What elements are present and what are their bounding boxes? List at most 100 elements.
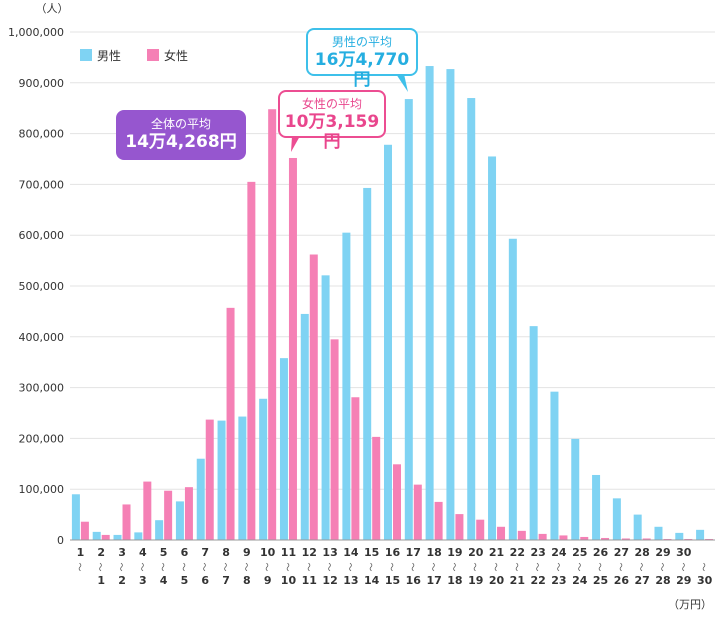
bar-male xyxy=(571,438,580,540)
x-tick-tilde: ～ xyxy=(73,562,83,571)
x-tick-tilde: ～ xyxy=(448,562,458,571)
x-tick-label-to: 7 xyxy=(222,574,230,587)
x-tick-tilde: ～ xyxy=(240,562,250,571)
bar-male xyxy=(279,358,288,540)
x-tick-tilde: ～ xyxy=(614,562,624,571)
y-tick-label: 1,000,000 xyxy=(8,26,64,39)
bar-female xyxy=(580,536,589,540)
x-tick-label-from: 1 xyxy=(77,546,85,559)
x-tick-label-from: 29 xyxy=(655,546,670,559)
bar-male xyxy=(238,416,247,540)
bar-female xyxy=(455,514,464,540)
bar-male xyxy=(529,326,538,540)
bar-male xyxy=(404,99,413,540)
bar-female xyxy=(80,521,89,540)
x-tick-label-to: 23 xyxy=(551,574,566,587)
x-tick-label-to: 17 xyxy=(426,574,441,587)
x-tick-label-from: 4 xyxy=(139,546,147,559)
bar-male xyxy=(633,514,642,540)
bar-male xyxy=(175,501,184,540)
x-tick-label-from: 12 xyxy=(302,546,317,559)
bar-female xyxy=(684,538,693,540)
bar-female xyxy=(101,534,110,540)
x-tick-label-from: 28 xyxy=(635,546,650,559)
x-tick-label-to: 24 xyxy=(572,574,588,587)
male-average-label: 男性の平均 xyxy=(331,35,392,49)
bar-female xyxy=(497,526,506,540)
bar-female xyxy=(205,419,214,540)
x-tick-tilde: ～ xyxy=(677,562,687,571)
x-tick-tilde: ～ xyxy=(406,562,416,571)
bar-female xyxy=(351,397,360,540)
x-tick-label-to: 29 xyxy=(676,574,691,587)
x-tick-label-from: 3 xyxy=(118,546,126,559)
x-tick-label-from: 10 xyxy=(260,546,276,559)
x-tick-tilde: ～ xyxy=(698,562,708,571)
bar-male xyxy=(342,232,351,540)
x-tick-tilde: ～ xyxy=(198,562,208,571)
x-tick-tilde: ～ xyxy=(573,562,583,571)
bar-male xyxy=(300,313,309,540)
bar-male xyxy=(363,187,372,540)
x-tick-tilde: ～ xyxy=(490,562,500,571)
x-tick-label-to: 19 xyxy=(468,574,483,587)
x-tick-label-to: 5 xyxy=(181,574,189,587)
x-tick-label-from: 18 xyxy=(426,546,441,559)
x-tick-label-to: 21 xyxy=(510,574,525,587)
bar-female xyxy=(164,490,173,540)
x-tick-tilde: ～ xyxy=(510,562,520,571)
female-average-value: 10万3,159円 xyxy=(284,112,380,152)
x-tick-tilde: ～ xyxy=(94,562,104,571)
x-tick-tilde: ～ xyxy=(427,562,437,571)
total-average-callout: 全体の平均 14万4,268円 xyxy=(116,110,246,160)
bar-male xyxy=(113,534,122,540)
x-tick-label-to: 15 xyxy=(385,574,400,587)
x-tick-tilde: ～ xyxy=(302,562,312,571)
male-callout-pointer xyxy=(396,74,408,92)
x-tick-label-to: 18 xyxy=(447,574,462,587)
x-tick-tilde: ～ xyxy=(365,562,375,571)
y-tick-label: 900,000 xyxy=(19,77,65,90)
female-callout-pointer xyxy=(291,136,300,152)
x-tick-tilde: ～ xyxy=(136,562,146,571)
bar-female xyxy=(122,504,131,540)
bar-female xyxy=(393,464,401,540)
legend-swatch-female xyxy=(147,49,159,61)
x-tick-label-to: 10 xyxy=(281,574,297,587)
x-tick-tilde: ～ xyxy=(656,562,666,571)
bar-female xyxy=(538,533,547,540)
x-tick-label-from: 26 xyxy=(593,546,609,559)
bar-male xyxy=(155,520,164,540)
y-tick-label: 100,000 xyxy=(19,483,65,496)
x-tick-label-from: 25 xyxy=(572,546,587,559)
bar-female xyxy=(621,538,630,540)
x-tick-label-from: 7 xyxy=(201,546,209,559)
bar-female xyxy=(642,538,651,540)
x-tick-label-to: 27 xyxy=(635,574,650,587)
x-tick-label-to: 16 xyxy=(406,574,422,587)
bar-female xyxy=(143,481,152,540)
bar-female xyxy=(517,530,526,540)
x-tick-tilde: ～ xyxy=(635,562,645,571)
y-axis-unit: （人） xyxy=(36,2,69,15)
x-tick-label-from: 6 xyxy=(181,546,189,559)
x-tick-label-to: 25 xyxy=(593,574,608,587)
x-tick-label-to: 20 xyxy=(489,574,505,587)
bar-male xyxy=(446,69,455,541)
x-tick-label-from: 27 xyxy=(614,546,629,559)
x-tick-label-from: 20 xyxy=(468,546,484,559)
x-axis-unit: （万円） xyxy=(668,598,712,611)
x-tick-label-to: 30 xyxy=(697,574,713,587)
bar-male xyxy=(592,474,601,540)
x-tick-label-to: 12 xyxy=(322,574,337,587)
x-tick-tilde: ～ xyxy=(219,562,229,571)
y-tick-label: 700,000 xyxy=(19,178,65,191)
bar-male xyxy=(71,494,80,540)
x-tick-tilde: ～ xyxy=(115,562,125,571)
bar-male xyxy=(196,458,205,540)
x-tick-label-from: 11 xyxy=(281,546,296,559)
bar-female xyxy=(601,537,610,540)
bar-female xyxy=(476,519,485,540)
y-tick-label: 500,000 xyxy=(19,280,65,293)
